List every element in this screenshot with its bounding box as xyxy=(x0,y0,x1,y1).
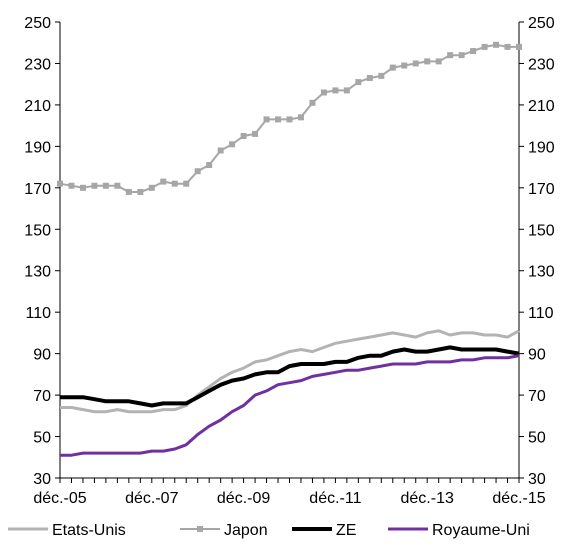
series-line-royaume-uni xyxy=(60,354,520,457)
data-point-japon xyxy=(286,116,293,123)
data-point-japon xyxy=(68,182,75,189)
y-tick-label-right: 130 xyxy=(528,264,555,281)
data-point-japon xyxy=(275,116,282,123)
y-axis-right: 30 50 70 90 110 130 150 170 190 210 230 250 xyxy=(519,15,555,488)
data-point-japon xyxy=(343,87,350,94)
data-point-japon xyxy=(401,62,408,69)
y-tick-label-right: 230 xyxy=(528,56,555,73)
y-tick-label-left: 250 xyxy=(24,15,51,32)
data-point-japon xyxy=(229,141,236,148)
series-ze xyxy=(60,345,520,408)
data-point-japon xyxy=(309,99,316,106)
y-tick-label-left: 210 xyxy=(24,98,51,115)
data-point-japon xyxy=(424,58,431,65)
data-point-japon xyxy=(125,188,132,195)
y-tick-label-right: 250 xyxy=(528,15,555,32)
data-point-japon xyxy=(389,64,396,71)
y-tick-label-left: 230 xyxy=(24,56,51,73)
y-tick-label-left: 30 xyxy=(33,471,51,488)
y-tick-label-left: 110 xyxy=(25,305,51,322)
y-tick-label-right: 170 xyxy=(528,181,555,198)
data-point-japon xyxy=(366,74,373,81)
data-point-japon xyxy=(447,52,454,59)
legend-label-ze: ZE xyxy=(336,522,356,539)
y-tick-label-right: 70 xyxy=(528,388,546,405)
series-japon xyxy=(57,41,522,195)
legend-item-royaume-uni: Royaume-Uni xyxy=(388,522,530,539)
data-point-japon xyxy=(378,72,385,79)
data-point-japon xyxy=(458,52,465,59)
x-axis: déc.-05 déc.-07 déc.-09 déc.-11 déc.-13 déc.-… xyxy=(33,478,546,507)
data-point-japon xyxy=(332,87,339,94)
data-point-japon xyxy=(263,116,270,123)
data-point-japon xyxy=(320,89,327,96)
x-tick-label: déc.-05 xyxy=(33,490,86,507)
y-tick-label-left: 50 xyxy=(33,430,51,447)
y-tick-label-right: 190 xyxy=(528,139,555,156)
y-tick-label-left: 190 xyxy=(24,139,51,156)
data-point-japon xyxy=(481,43,488,50)
legend-label-etats-unis: Etats-Unis xyxy=(52,522,126,539)
data-point-japon xyxy=(240,133,247,139)
data-point-japon xyxy=(194,168,201,175)
data-point-japon xyxy=(297,114,304,121)
data-point-japon xyxy=(470,48,477,55)
y-axis-left: 30 50 70 90 110 130 150 170 190 210 230 250 xyxy=(24,15,60,488)
data-point-japon xyxy=(79,184,86,191)
y-tick-label-right: 90 xyxy=(528,347,546,364)
data-point-japon xyxy=(252,130,259,137)
legend: Etats-Unis Japon ZE Royaume-Uni xyxy=(8,522,530,539)
data-point-japon xyxy=(217,147,224,154)
data-point-japon xyxy=(206,162,213,169)
data-point-japon xyxy=(57,180,63,187)
y-tick-label-left: 70 xyxy=(33,388,51,405)
y-tick-label-right: 50 xyxy=(528,430,546,447)
series-etats-unis xyxy=(60,329,520,414)
legend-item-etats-unis: Etats-Unis xyxy=(8,522,126,539)
y-tick-label-left: 170 xyxy=(24,181,51,198)
data-point-japon xyxy=(114,182,121,189)
legend-label-royaume-uni: Royaume-Uni xyxy=(432,522,530,539)
legend-item-japon: Japon xyxy=(180,522,268,539)
y-tick-label-right: 150 xyxy=(528,222,555,239)
data-point-japon xyxy=(137,188,144,195)
data-point-japon xyxy=(160,178,167,185)
data-point-japon xyxy=(183,180,190,187)
series-line-ze xyxy=(60,345,520,408)
data-point-japon xyxy=(355,79,362,86)
x-tick-label: déc.-11 xyxy=(309,490,361,507)
data-point-japon xyxy=(171,180,178,187)
y-tick-label-right: 30 xyxy=(528,471,546,488)
series-line-etats-unis xyxy=(60,329,520,414)
data-point-japon xyxy=(435,58,442,65)
y-tick-label-left: 130 xyxy=(24,264,51,281)
legend-marker-japon xyxy=(197,526,203,532)
data-point-japon xyxy=(493,41,500,48)
data-point-japon xyxy=(102,182,109,189)
y-tick-label-left: 90 xyxy=(33,347,51,364)
legend-label-japon: Japon xyxy=(224,522,268,539)
legend-item-ze: ZE xyxy=(292,522,356,539)
y-tick-label-left: 150 xyxy=(24,222,51,239)
x-tick-label: déc.-07 xyxy=(125,490,178,507)
data-point-japon xyxy=(504,43,511,50)
series-layer xyxy=(57,41,522,457)
y-tick-label-right: 210 xyxy=(528,98,555,115)
plot-frame xyxy=(59,22,520,479)
data-point-japon xyxy=(91,182,98,189)
data-point-japon xyxy=(412,60,419,67)
data-point-japon xyxy=(148,184,155,191)
x-tick-label: déc.-09 xyxy=(217,490,270,507)
series-royaume-uni xyxy=(60,354,520,457)
y-tick-label-right: 110 xyxy=(528,305,554,322)
data-point-japon xyxy=(516,43,522,50)
x-tick-label: déc.-15 xyxy=(492,490,545,507)
x-tick-label: déc.-13 xyxy=(401,490,454,507)
